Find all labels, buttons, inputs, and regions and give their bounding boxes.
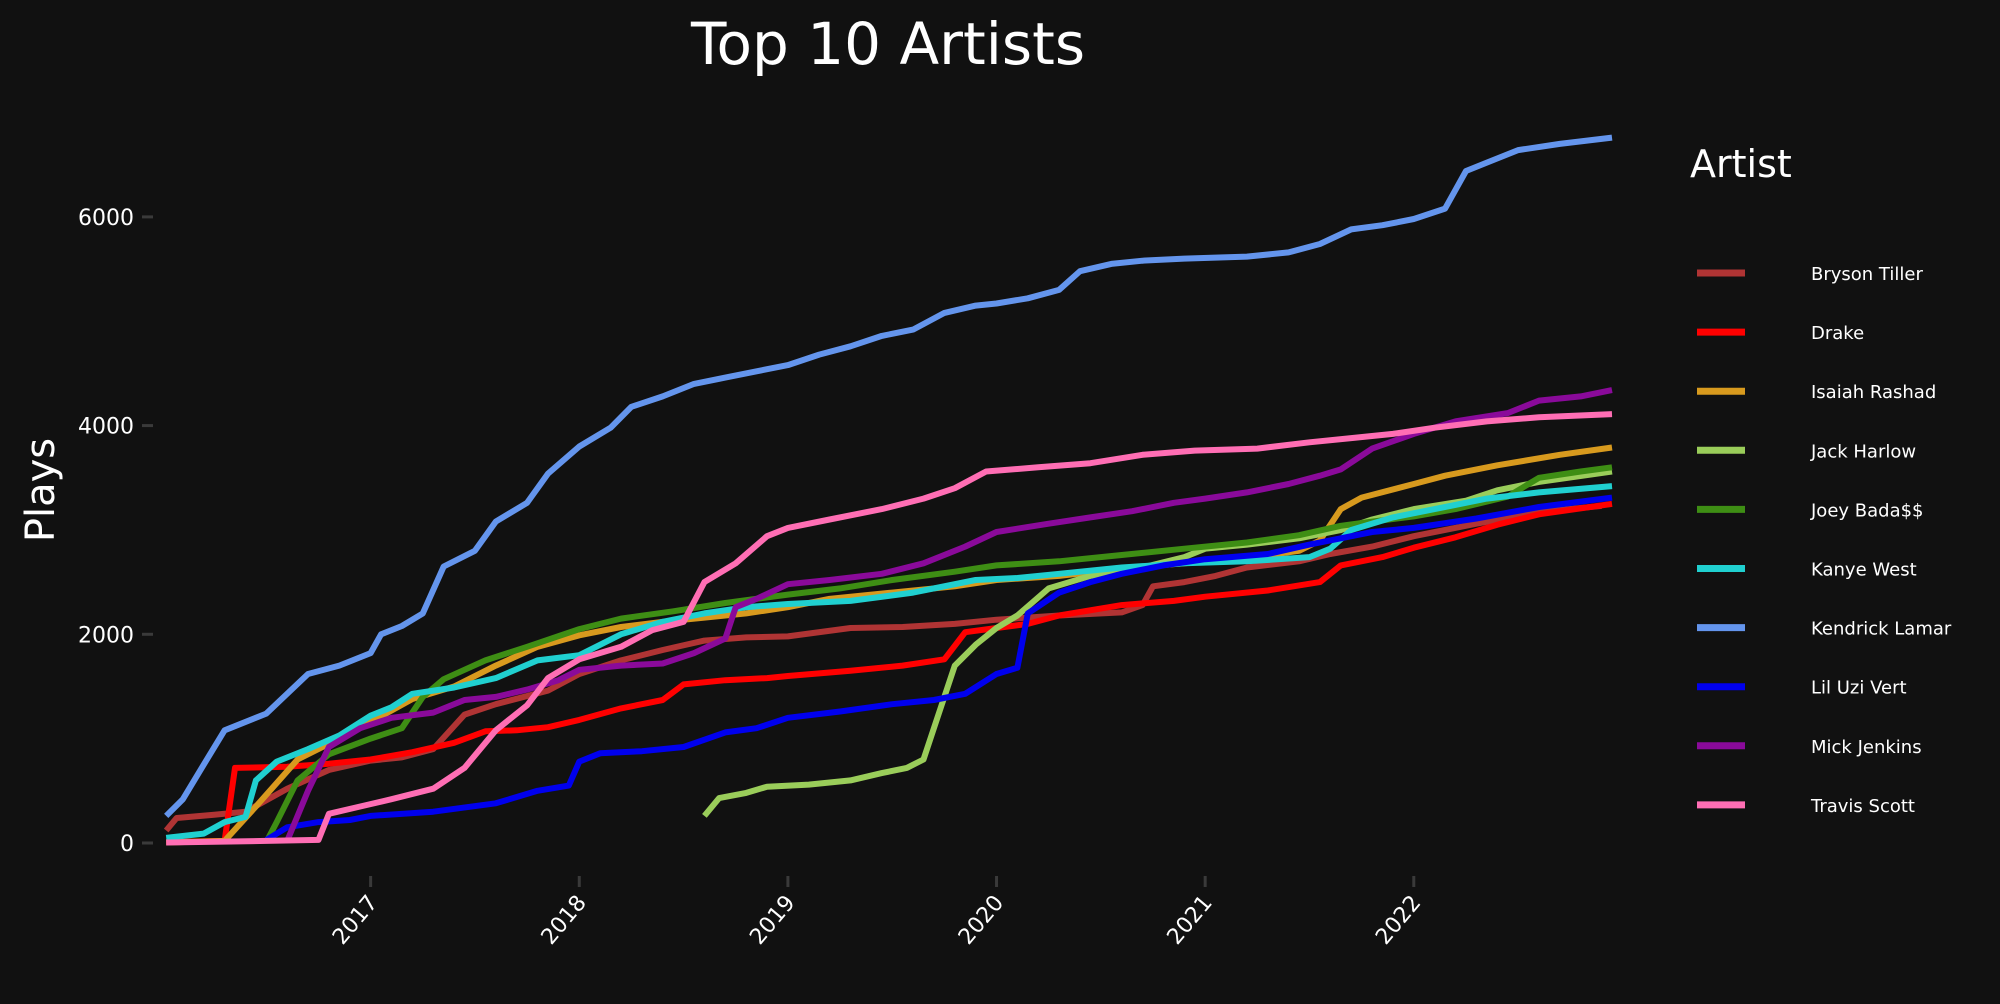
legend-label: Jack Harlow	[1810, 441, 1916, 462]
legend-label: Bryson Tiller	[1811, 264, 1923, 285]
series-line-joey-bada	[263, 464, 1613, 844]
y-tick-label: 0	[120, 832, 134, 857]
legend-item: Isaiah Rashad	[1697, 382, 1936, 403]
y-tick-label: 2000	[78, 623, 134, 648]
plot-area	[163, 134, 1613, 846]
x-tick-label: 2022	[1371, 891, 1426, 950]
series-line-lil-uzi-vert	[264, 494, 1613, 843]
legend-item: Jack Harlow	[1697, 441, 1916, 462]
legend-label: Travis Scott	[1810, 796, 1915, 817]
x-tick-label: 2020	[954, 891, 1009, 950]
chart-title: Top 10 Artists	[690, 10, 1085, 78]
series-line-kendrick-lamar	[164, 134, 1613, 819]
y-axis: 0 2000 4000 6000	[78, 206, 153, 857]
legend-item: Mick Jenkins	[1697, 737, 1922, 758]
series-line-drake	[166, 500, 1613, 845]
series-line-kanye-west	[165, 483, 1613, 841]
legend-label: Joey Bada$$	[1810, 500, 1924, 521]
legend-item: Drake	[1697, 323, 1864, 344]
legend: Artist Bryson Tiller Drake Isaiah Rashad Ja…	[1690, 142, 1952, 817]
legend-label: Isaiah Rashad	[1811, 382, 1936, 403]
legend-item: Kendrick Lamar	[1697, 619, 1952, 640]
legend-item: Joey Bada$$	[1697, 500, 1924, 521]
y-axis-label: Plays	[18, 438, 64, 542]
legend-label: Kanye West	[1811, 560, 1917, 581]
series-line-isaiah-rashad	[166, 444, 1613, 846]
y-tick-label: 4000	[78, 415, 134, 440]
series-line-travis-scott	[166, 411, 1613, 846]
legend-title: Artist	[1690, 142, 1792, 186]
legend-label: Drake	[1811, 323, 1864, 344]
x-tick-label: 2018	[537, 891, 592, 950]
x-tick-label: 2019	[745, 891, 800, 950]
y-tick-label: 6000	[78, 206, 134, 231]
legend-item: Travis Scott	[1697, 796, 1915, 817]
legend-label: Lil Uzi Vert	[1811, 678, 1907, 699]
legend-item: Bryson Tiller	[1697, 264, 1923, 285]
x-tick-label: 2017	[328, 891, 383, 950]
x-tick-label: 2021	[1163, 891, 1218, 950]
legend-label: Mick Jenkins	[1811, 737, 1922, 758]
legend-item: Lil Uzi Vert	[1697, 678, 1907, 699]
x-axis: 2017 2018 2019 2020 2021 2022	[328, 876, 1426, 950]
legend-label: Kendrick Lamar	[1811, 619, 1952, 640]
legend-item: Kanye West	[1697, 560, 1917, 581]
series-line-jack-harlow	[702, 468, 1613, 818]
series-line-mick-jenkins	[284, 387, 1613, 843]
